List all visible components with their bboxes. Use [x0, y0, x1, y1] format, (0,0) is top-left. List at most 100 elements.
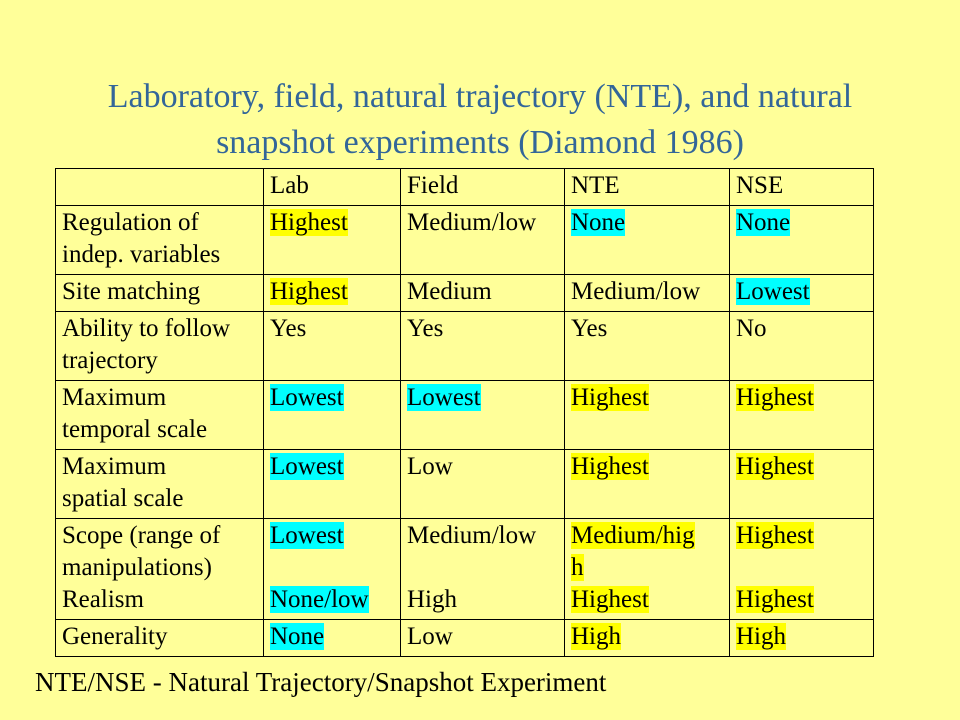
cell-line: Medium/low — [407, 207, 558, 239]
cell-value: h — [571, 554, 584, 581]
cell-value: None — [571, 209, 626, 236]
row-label-line: Maximum — [62, 384, 167, 411]
cell-line: Lowest — [736, 276, 867, 308]
table-cell: Yes — [400, 311, 565, 381]
table-cell: None — [729, 205, 874, 275]
cell-value: Highest — [571, 453, 649, 480]
cell-value: Low — [407, 453, 453, 480]
table-row: Site matching Highest Medium Medium/low Lowe… — [55, 274, 874, 312]
cell-line: Yes — [270, 313, 394, 345]
cell-value: Yes — [407, 315, 444, 342]
table-row: Ability to follow trajectory Yes Yes Yes No — [55, 311, 874, 381]
table-row: Scope (range of manipulations) Realism Lowe… — [55, 518, 874, 620]
cell-value: Lowest — [736, 278, 810, 305]
table-cell: Lowest None/low — [263, 518, 401, 620]
cell-line: High — [407, 584, 558, 616]
cell-line: Highest — [571, 584, 723, 616]
table-header-row: Lab Field NTE NSE — [55, 168, 874, 206]
row-label-line: Maximum — [62, 453, 167, 480]
cell-line: Highest — [736, 451, 867, 483]
table-cell: Highest — [263, 274, 401, 312]
table-row: Maximum temporal scale Lowest Lowest Highest… — [55, 380, 874, 450]
row-label-line: manipulations) — [62, 554, 212, 581]
cell-line: Highest — [736, 382, 867, 414]
row-label-line: temporal scale — [62, 416, 208, 443]
cell-value: Highest — [736, 522, 814, 549]
cell-line: Lowest — [270, 451, 394, 483]
row-label: Ability to follow trajectory — [55, 311, 264, 381]
cell-value: Highest — [270, 209, 348, 236]
cell-line: h — [571, 552, 723, 584]
cell-line: None — [270, 621, 394, 653]
row-label-line: trajectory — [62, 347, 158, 374]
table-cell: Medium/low High — [400, 518, 565, 620]
cell-value: Highest — [736, 384, 814, 411]
row-label: Maximum spatial scale — [55, 449, 264, 519]
cell-value: Medium/hig — [571, 522, 695, 549]
cell-line: Highest — [736, 520, 867, 552]
cell-value: High — [736, 623, 786, 650]
table-cell: Yes — [564, 311, 730, 381]
table-cell: None — [263, 619, 401, 657]
cell-line: None — [571, 207, 723, 239]
table-cell: Highest — [263, 205, 401, 275]
comparison-table: Lab Field NTE NSE Regulation of indep. va… — [55, 168, 874, 657]
cell-line: None — [736, 207, 867, 239]
cell-value: Highest — [270, 278, 348, 305]
table-cell: Lowest — [263, 449, 401, 519]
cell-value: Lowest — [407, 384, 481, 411]
cell-value: Lowest — [270, 384, 344, 411]
cell-line: Medium — [407, 276, 558, 308]
cell-value: Medium/low — [407, 522, 537, 549]
cell-value: High — [407, 586, 457, 613]
cell-value: Yes — [270, 315, 307, 342]
row-label-line: Ability to follow — [62, 315, 231, 342]
row-label: Maximum temporal scale — [55, 380, 264, 450]
row-label: Scope (range of manipulations) Realism — [55, 518, 264, 620]
cell-value: Medium/low — [407, 209, 537, 236]
slide-title: Laboratory, field, natural trajectory (N… — [0, 74, 960, 166]
row-label-line: Generality — [62, 623, 168, 650]
table-row: Maximum spatial scale Lowest Low Highest High… — [55, 449, 874, 519]
cell-line: No — [736, 313, 867, 345]
table-cell: Medium/low — [400, 205, 565, 275]
cell-line: Highest — [736, 584, 867, 616]
table-cell: Lowest — [263, 380, 401, 450]
cell-value: Highest — [736, 586, 814, 613]
cell-line: Yes — [571, 313, 723, 345]
row-label: Site matching — [55, 274, 264, 312]
cell-line: Highest — [571, 382, 723, 414]
cell-line — [736, 552, 867, 584]
table-cell: Highest — [564, 380, 730, 450]
table-cell: Lowest — [400, 380, 565, 450]
table-cell: Highest — [729, 449, 874, 519]
table-cell: Low — [400, 619, 565, 657]
cell-line: Highest — [270, 207, 394, 239]
slide-title-line-2: snapshot experiments (Diamond 1986) — [216, 124, 744, 161]
table-cell: Medium/low — [564, 274, 730, 312]
cell-line: Highest — [270, 276, 394, 308]
row-label-line: Site matching — [62, 278, 201, 305]
cell-line: Medium/low — [571, 276, 723, 308]
table-cell: High — [729, 619, 874, 657]
cell-value: Highest — [571, 586, 649, 613]
cell-line: High — [571, 621, 723, 653]
cell-value: None/low — [270, 586, 369, 613]
table-body: Regulation of indep. variables Highest Medi… — [55, 205, 874, 657]
cell-value: Medium — [407, 278, 492, 305]
cell-line: Low — [407, 451, 558, 483]
header-cell-field: Field — [400, 168, 565, 206]
table-cell: None — [564, 205, 730, 275]
cell-line: None/low — [270, 584, 394, 616]
cell-value: Highest — [736, 453, 814, 480]
row-label-line: indep. variables — [62, 241, 221, 268]
table-cell: Lowest — [729, 274, 874, 312]
cell-value: None — [736, 209, 791, 236]
cell-line: Lowest — [407, 382, 558, 414]
footnote: NTE/NSE - Natural Trajectory/Snapshot Ex… — [35, 667, 607, 697]
table-cell: Highest — [564, 449, 730, 519]
cell-value: None — [270, 623, 325, 650]
cell-value: Highest — [571, 384, 649, 411]
slide-title-line-1: Laboratory, field, natural trajectory (N… — [107, 78, 853, 115]
header-cell-nse: NSE — [729, 168, 874, 206]
